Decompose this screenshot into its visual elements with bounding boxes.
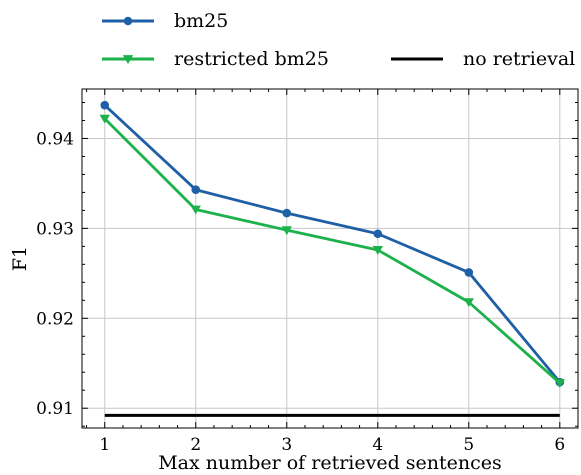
plot-frame <box>81 88 579 429</box>
y-tick-label: 0.94 <box>36 129 74 149</box>
legend-swatch-marker <box>122 55 134 64</box>
legend: bm25 restricted bm25 no retrieval <box>102 10 575 70</box>
x-tick-label: 4 <box>372 435 383 455</box>
x-tick-label: 2 <box>190 435 201 455</box>
legend-item-restricted-bm25: restricted bm25 <box>102 48 329 70</box>
x-tick-labels: 1 2 3 4 5 6 <box>99 435 565 455</box>
legend-label: restricted bm25 <box>174 48 329 70</box>
data-point-bm25 <box>282 208 292 218</box>
y-tick-label: 0.92 <box>36 309 74 329</box>
series-layer <box>99 100 565 417</box>
series-bm25 <box>100 100 565 387</box>
data-point-restricted-bm25 <box>281 226 292 236</box>
series-line-restricted-bm25 <box>103 117 561 385</box>
data-point-bm25 <box>191 185 201 195</box>
x-tick-label: 3 <box>281 435 292 455</box>
legend-label: bm25 <box>174 10 228 32</box>
data-point-bm25 <box>373 229 383 239</box>
x-tick-label: 6 <box>554 435 565 455</box>
legend-item-bm25: bm25 <box>102 10 228 32</box>
series-restricted-bm25 <box>99 114 565 388</box>
data-point-restricted-bm25 <box>372 246 383 255</box>
y-tick-label: 0.91 <box>36 399 74 419</box>
data-point-bm25 <box>100 100 110 110</box>
data-point-restricted-bm25 <box>190 205 201 215</box>
x-tick-label: 5 <box>463 435 474 455</box>
x-axis-label: Max number of retrieved sentences <box>158 452 502 474</box>
data-point-bm25 <box>464 268 474 277</box>
legend-item-no-retrieval: no retrieval <box>391 48 575 70</box>
legend-swatch-marker <box>123 16 133 26</box>
y-axis-label: F1 <box>9 246 31 271</box>
data-point-restricted-bm25 <box>463 298 474 308</box>
series-line-bm25 <box>103 104 561 384</box>
tick-marks <box>82 89 579 428</box>
y-tick-label: 0.93 <box>36 219 74 239</box>
gridlines <box>82 89 578 428</box>
legend-label: no retrieval <box>463 48 575 70</box>
y-tick-labels: 0.91 0.92 0.93 0.94 <box>36 129 74 419</box>
data-point-restricted-bm25 <box>99 114 110 124</box>
data-point-restricted-bm25 <box>554 379 565 388</box>
x-tick-label: 1 <box>99 435 110 455</box>
